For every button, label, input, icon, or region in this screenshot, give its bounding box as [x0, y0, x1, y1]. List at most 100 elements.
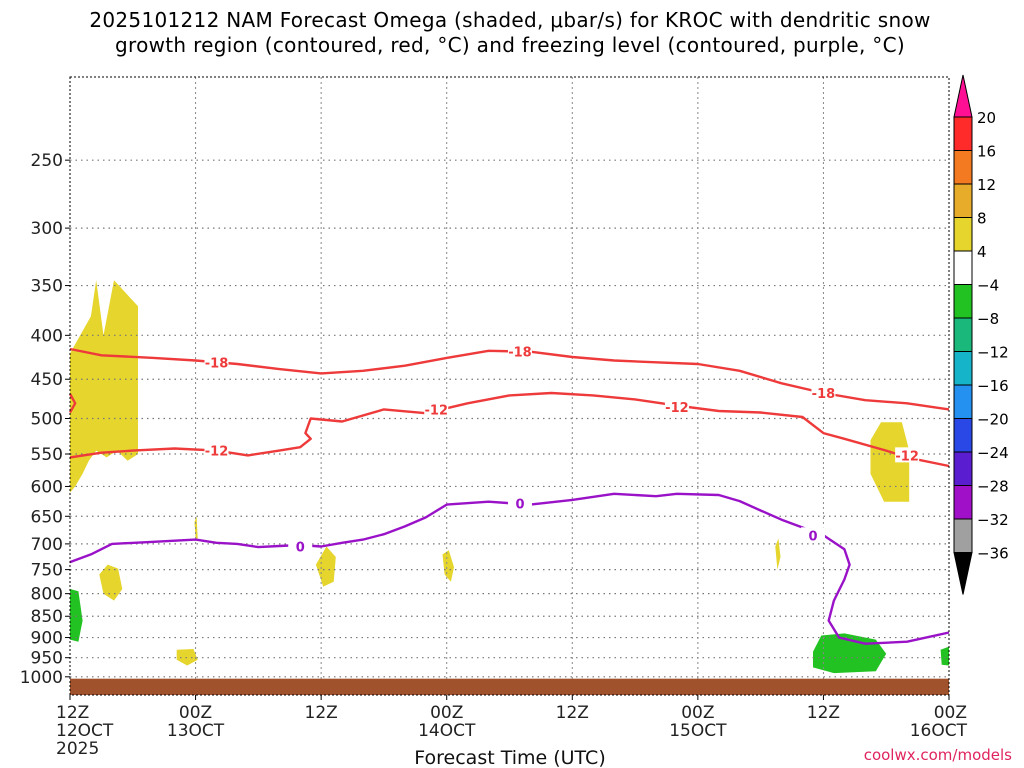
- colorbar-label-8: −16: [977, 377, 1009, 395]
- x-tick-label-0-2: 2025: [56, 739, 99, 759]
- x-tick-label-7-0: 00Z: [934, 703, 967, 723]
- contour-label-bg-1-2: [664, 399, 689, 415]
- contour-label-0-0: -18: [205, 356, 229, 371]
- colorbar-label-13: −36: [977, 545, 1009, 563]
- colorbar-segment-8: [953, 351, 973, 386]
- y-tick-label-800: 800: [31, 585, 63, 605]
- colorbar-segment-11: [953, 451, 973, 486]
- ground-layer: [70, 678, 949, 695]
- colorbar-segment-10: [953, 418, 973, 453]
- y-tick-label-550: 550: [31, 445, 63, 465]
- colorbar-label-6: −8: [977, 310, 999, 328]
- x-tick-label-4-0: 12Z: [556, 703, 589, 723]
- colorbar-segment-12: [953, 485, 973, 520]
- omega-region-1: [99, 564, 123, 601]
- contour-label-0-1: -18: [508, 346, 532, 361]
- contour-label-bg-3-1: [507, 495, 532, 511]
- y-tick-label-400: 400: [31, 326, 63, 346]
- colorbar-label-11: −28: [977, 478, 1009, 496]
- omega-region-2: [176, 649, 198, 666]
- contour-2: [68, 393, 77, 414]
- omega-region-8: [70, 589, 83, 642]
- colorbar-label-1: 16: [977, 143, 996, 161]
- x-tick-label-2-0: 12Z: [305, 703, 338, 723]
- x-axis-label: Forecast Time (UTC): [414, 747, 605, 768]
- colorbar-segment-9: [953, 384, 973, 419]
- colorbar-label-5: −4: [977, 277, 999, 295]
- colorbar-label-0: 20: [977, 109, 996, 127]
- colorbar-label-4: 4: [977, 243, 987, 261]
- contour-lines: -18 -18 -18 -12 -12 -12 -12 0 0 0: [68, 343, 950, 645]
- colorbar-bottom-arrow: [953, 552, 973, 595]
- contour-label-bg-1-0: [204, 442, 229, 458]
- contour-label-bg-3-0: [288, 538, 313, 554]
- colorbar-label-10: −24: [977, 444, 1009, 462]
- y-tick-label-650: 650: [31, 507, 63, 527]
- colorbar-label-3: 8: [977, 210, 987, 228]
- contour-label-0-2: -18: [812, 387, 836, 402]
- plot-area: -18 -18 -18 -12 -12 -12 -12 0 0 0: [68, 76, 950, 696]
- contour-label-3-1: 0: [515, 497, 524, 512]
- pressure-axis: 250 300 350 400 450 500 550 600 650 700 750 8008509…: [20, 151, 70, 688]
- contour-label-bg-1-1: [424, 401, 449, 417]
- chart-title-line2: growth region (contoured, red, °C) and f…: [115, 33, 905, 57]
- y-tick-label-600: 600: [31, 477, 63, 497]
- y-tick-label-750: 750: [31, 561, 63, 581]
- y-tick-label-450: 450: [31, 370, 63, 390]
- y-tick-label-700: 700: [31, 535, 63, 555]
- contour-label-bg-0-0: [204, 354, 229, 370]
- x-tick-label-7-1: 16OCT: [910, 721, 968, 741]
- colorbar-label-9: −20: [977, 411, 1009, 429]
- contour-label-1-2: -12: [665, 401, 689, 416]
- colorbar-segment-3: [953, 183, 973, 218]
- x-tick-label-6-0: 12Z: [807, 703, 840, 723]
- omega-region-10: [940, 646, 949, 666]
- ground-fill: [70, 678, 949, 695]
- omega-region-7: [870, 422, 910, 502]
- colorbar: 20 16 12 8 4 −4 −8 −12 −16 −20 −24 −28 −32 −36: [953, 74, 1009, 595]
- contour-label-1-3: -12: [895, 449, 919, 464]
- colorbar-label-12: −32: [977, 511, 1009, 529]
- omega-region-6: [775, 538, 781, 570]
- chart-title-line1: 2025101212 NAM Forecast Omega (shaded, μ…: [89, 8, 930, 32]
- plot-frame: [69, 76, 950, 696]
- omega-region-4: [315, 546, 336, 587]
- omega-region-0: [70, 280, 138, 493]
- y-tick-label-250: 250: [31, 151, 63, 171]
- y-tick-label-900: 900: [31, 629, 63, 649]
- x-tick-label-3-0: 00Z: [430, 703, 463, 723]
- contour-label-bg-3-2: [800, 527, 825, 543]
- colorbar-top-arrow: [953, 74, 973, 118]
- y-tick-label-300: 300: [31, 219, 63, 239]
- x-tick-label-1-0: 00Z: [179, 703, 212, 723]
- y-tick-label-850: 850: [31, 607, 63, 627]
- x-tick-label-5-0: 00Z: [681, 703, 714, 723]
- colorbar-segment-5: [953, 250, 973, 285]
- omega-region-5: [442, 550, 454, 582]
- contour-label-3-0: 0: [296, 541, 305, 556]
- y-tick-label-1000: 1000: [20, 668, 63, 688]
- x-tick-label-0-0: 12Z: [56, 703, 89, 723]
- contour-label-bg-0-2: [811, 385, 836, 401]
- colorbar-segment-6: [953, 284, 973, 319]
- grid-lines: [70, 77, 949, 695]
- colorbar-label-7: −12: [977, 344, 1009, 362]
- x-tick-label-5-1: 15OCT: [669, 721, 727, 741]
- y-tick-label-350: 350: [31, 277, 63, 297]
- contour-label-bg-1-3: [895, 447, 920, 463]
- contour-label-bg-0-1: [507, 343, 532, 359]
- contour-label-3-2: 0: [808, 529, 817, 544]
- colorbar-segment-2: [953, 150, 973, 185]
- colorbar-segment-1: [953, 116, 973, 151]
- contour-label-1-1: -12: [425, 403, 449, 418]
- x-tick-label-1-1: 13OCT: [167, 721, 225, 741]
- colorbar-segment-13: [953, 518, 973, 553]
- y-tick-label-500: 500: [31, 409, 63, 429]
- x-tick-label-3-1: 14OCT: [418, 721, 476, 741]
- colorbar-label-2: 12: [977, 176, 996, 194]
- colorbar-segment-4: [953, 217, 973, 252]
- contour-label-1-0: -12: [205, 445, 229, 460]
- watermark: coolwx.com/models: [864, 746, 1012, 764]
